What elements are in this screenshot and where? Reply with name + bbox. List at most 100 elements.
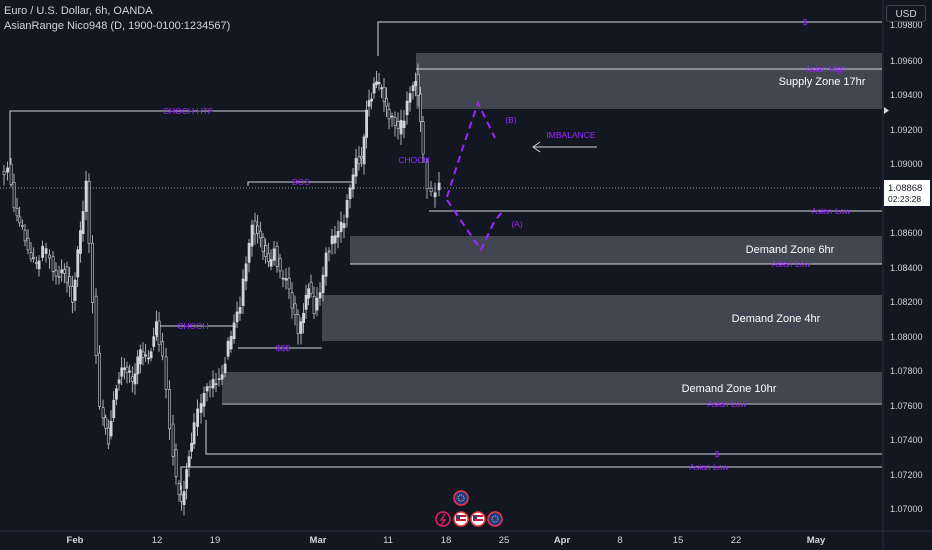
candle-body	[164, 356, 168, 390]
indicator-title[interactable]: AsianRange Nico948 (D, 1900-0100:1234567…	[4, 20, 231, 32]
candle-body	[336, 231, 340, 238]
candle-body	[302, 312, 306, 323]
candle-body	[144, 354, 148, 357]
candle-body	[149, 351, 153, 359]
chart-title: Euro / U.S. Dollar, 6h, OANDA	[4, 5, 153, 17]
candle-body	[375, 81, 379, 85]
candle-body	[104, 417, 108, 429]
candle-body	[309, 281, 313, 294]
candle-body	[76, 249, 80, 278]
price-axis[interactable]: 1.09800 1.09600 1.09400 1.09200 1.09000 …	[890, 20, 923, 514]
time-tick: 22	[731, 535, 742, 546]
annotation-labels: CHOCH HTF BOS CHOCH $$$ CHOCH $ Asian Hi…	[163, 17, 852, 472]
candle-body	[157, 320, 161, 345]
time-tick: Mar	[310, 535, 327, 546]
candle-body	[223, 363, 227, 373]
candle-body	[321, 274, 325, 294]
candle-body	[318, 292, 322, 299]
candle-body	[345, 199, 349, 218]
candle-body	[290, 292, 294, 309]
candle-body	[437, 182, 441, 191]
candle-body	[238, 307, 242, 314]
time-axis[interactable]: Feb 12 19 Mar 11 18 25 Apr 8 15 22 May	[67, 535, 826, 546]
candle-body	[125, 366, 129, 374]
candle-body	[133, 373, 137, 385]
event-icons[interactable]	[435, 490, 503, 527]
candle-body	[9, 163, 13, 185]
candle-body	[299, 321, 303, 334]
candle-body	[360, 155, 364, 159]
candle-body	[377, 81, 381, 85]
candle-body	[402, 120, 406, 129]
candle-body	[433, 192, 437, 198]
candle-body	[6, 167, 10, 173]
dollar-top-line	[377, 21, 882, 56]
candle-body	[190, 442, 194, 452]
candle-body	[293, 303, 297, 315]
candle-body	[44, 248, 48, 254]
candle-body	[123, 367, 126, 370]
candle-body	[141, 351, 145, 358]
candle-body	[168, 389, 172, 430]
candle-body	[278, 258, 282, 272]
candle-body	[269, 259, 273, 267]
price-tick: 1.08600	[890, 228, 923, 238]
candle-body	[385, 97, 389, 107]
candle-body	[147, 357, 150, 360]
candle-body	[65, 266, 69, 283]
candle-body	[109, 420, 113, 437]
label-asian-high: Asian High	[805, 64, 846, 74]
candle-body	[370, 98, 374, 102]
candle-body	[333, 235, 337, 244]
candle-body	[139, 349, 142, 365]
candle-body	[187, 456, 191, 468]
settings-event-icon[interactable]	[487, 511, 503, 527]
candle-body	[241, 278, 245, 306]
label-asian-low-4: Asian Low	[689, 462, 729, 472]
candle-body	[351, 174, 355, 190]
price-tick: 1.09400	[890, 90, 923, 100]
candle-body	[71, 286, 74, 303]
countdown-timer: 02:23:28	[888, 194, 921, 204]
price-tick: 1.09200	[890, 125, 923, 135]
label-asian-low-2: Asian Low	[771, 259, 811, 269]
candle-body	[2, 170, 6, 176]
candle-body	[296, 314, 300, 334]
candle-body	[429, 188, 433, 193]
eu-event-icon[interactable]	[453, 490, 469, 506]
us-flag-icon[interactable]	[453, 511, 469, 527]
candle-body	[182, 491, 186, 505]
candle-body	[161, 341, 165, 357]
candle-body	[284, 278, 288, 281]
candle-body	[425, 161, 429, 190]
zones	[222, 53, 882, 403]
candle-body	[399, 120, 403, 135]
label-demand-4hr: Demand Zone 4hr	[732, 313, 821, 325]
candle-body	[57, 275, 61, 278]
label-choch-left: CHOCH	[177, 321, 208, 331]
candle-body	[196, 408, 200, 427]
candle-body	[396, 121, 400, 129]
candle-body	[304, 294, 308, 310]
candle-body	[229, 336, 233, 350]
candle-body	[23, 229, 27, 242]
candle-body	[94, 295, 98, 356]
candle-body	[120, 367, 124, 377]
candle-body	[287, 277, 291, 290]
time-tick: 18	[441, 535, 452, 546]
candle-body	[26, 237, 30, 251]
currency-button[interactable]: USD	[886, 5, 926, 22]
candle-body	[281, 277, 285, 280]
structure-lines	[9, 21, 882, 490]
lightning-icon[interactable]	[435, 511, 451, 527]
candle-body	[247, 242, 251, 263]
candle-body	[414, 80, 418, 87]
us-flag-icon[interactable]	[470, 511, 486, 527]
candle-body	[327, 250, 331, 253]
imbalance-arrowhead	[532, 141, 541, 153]
candle-body	[54, 270, 58, 277]
candle-body	[357, 156, 361, 165]
time-tick: 8	[617, 535, 622, 546]
candle-body	[226, 340, 230, 357]
